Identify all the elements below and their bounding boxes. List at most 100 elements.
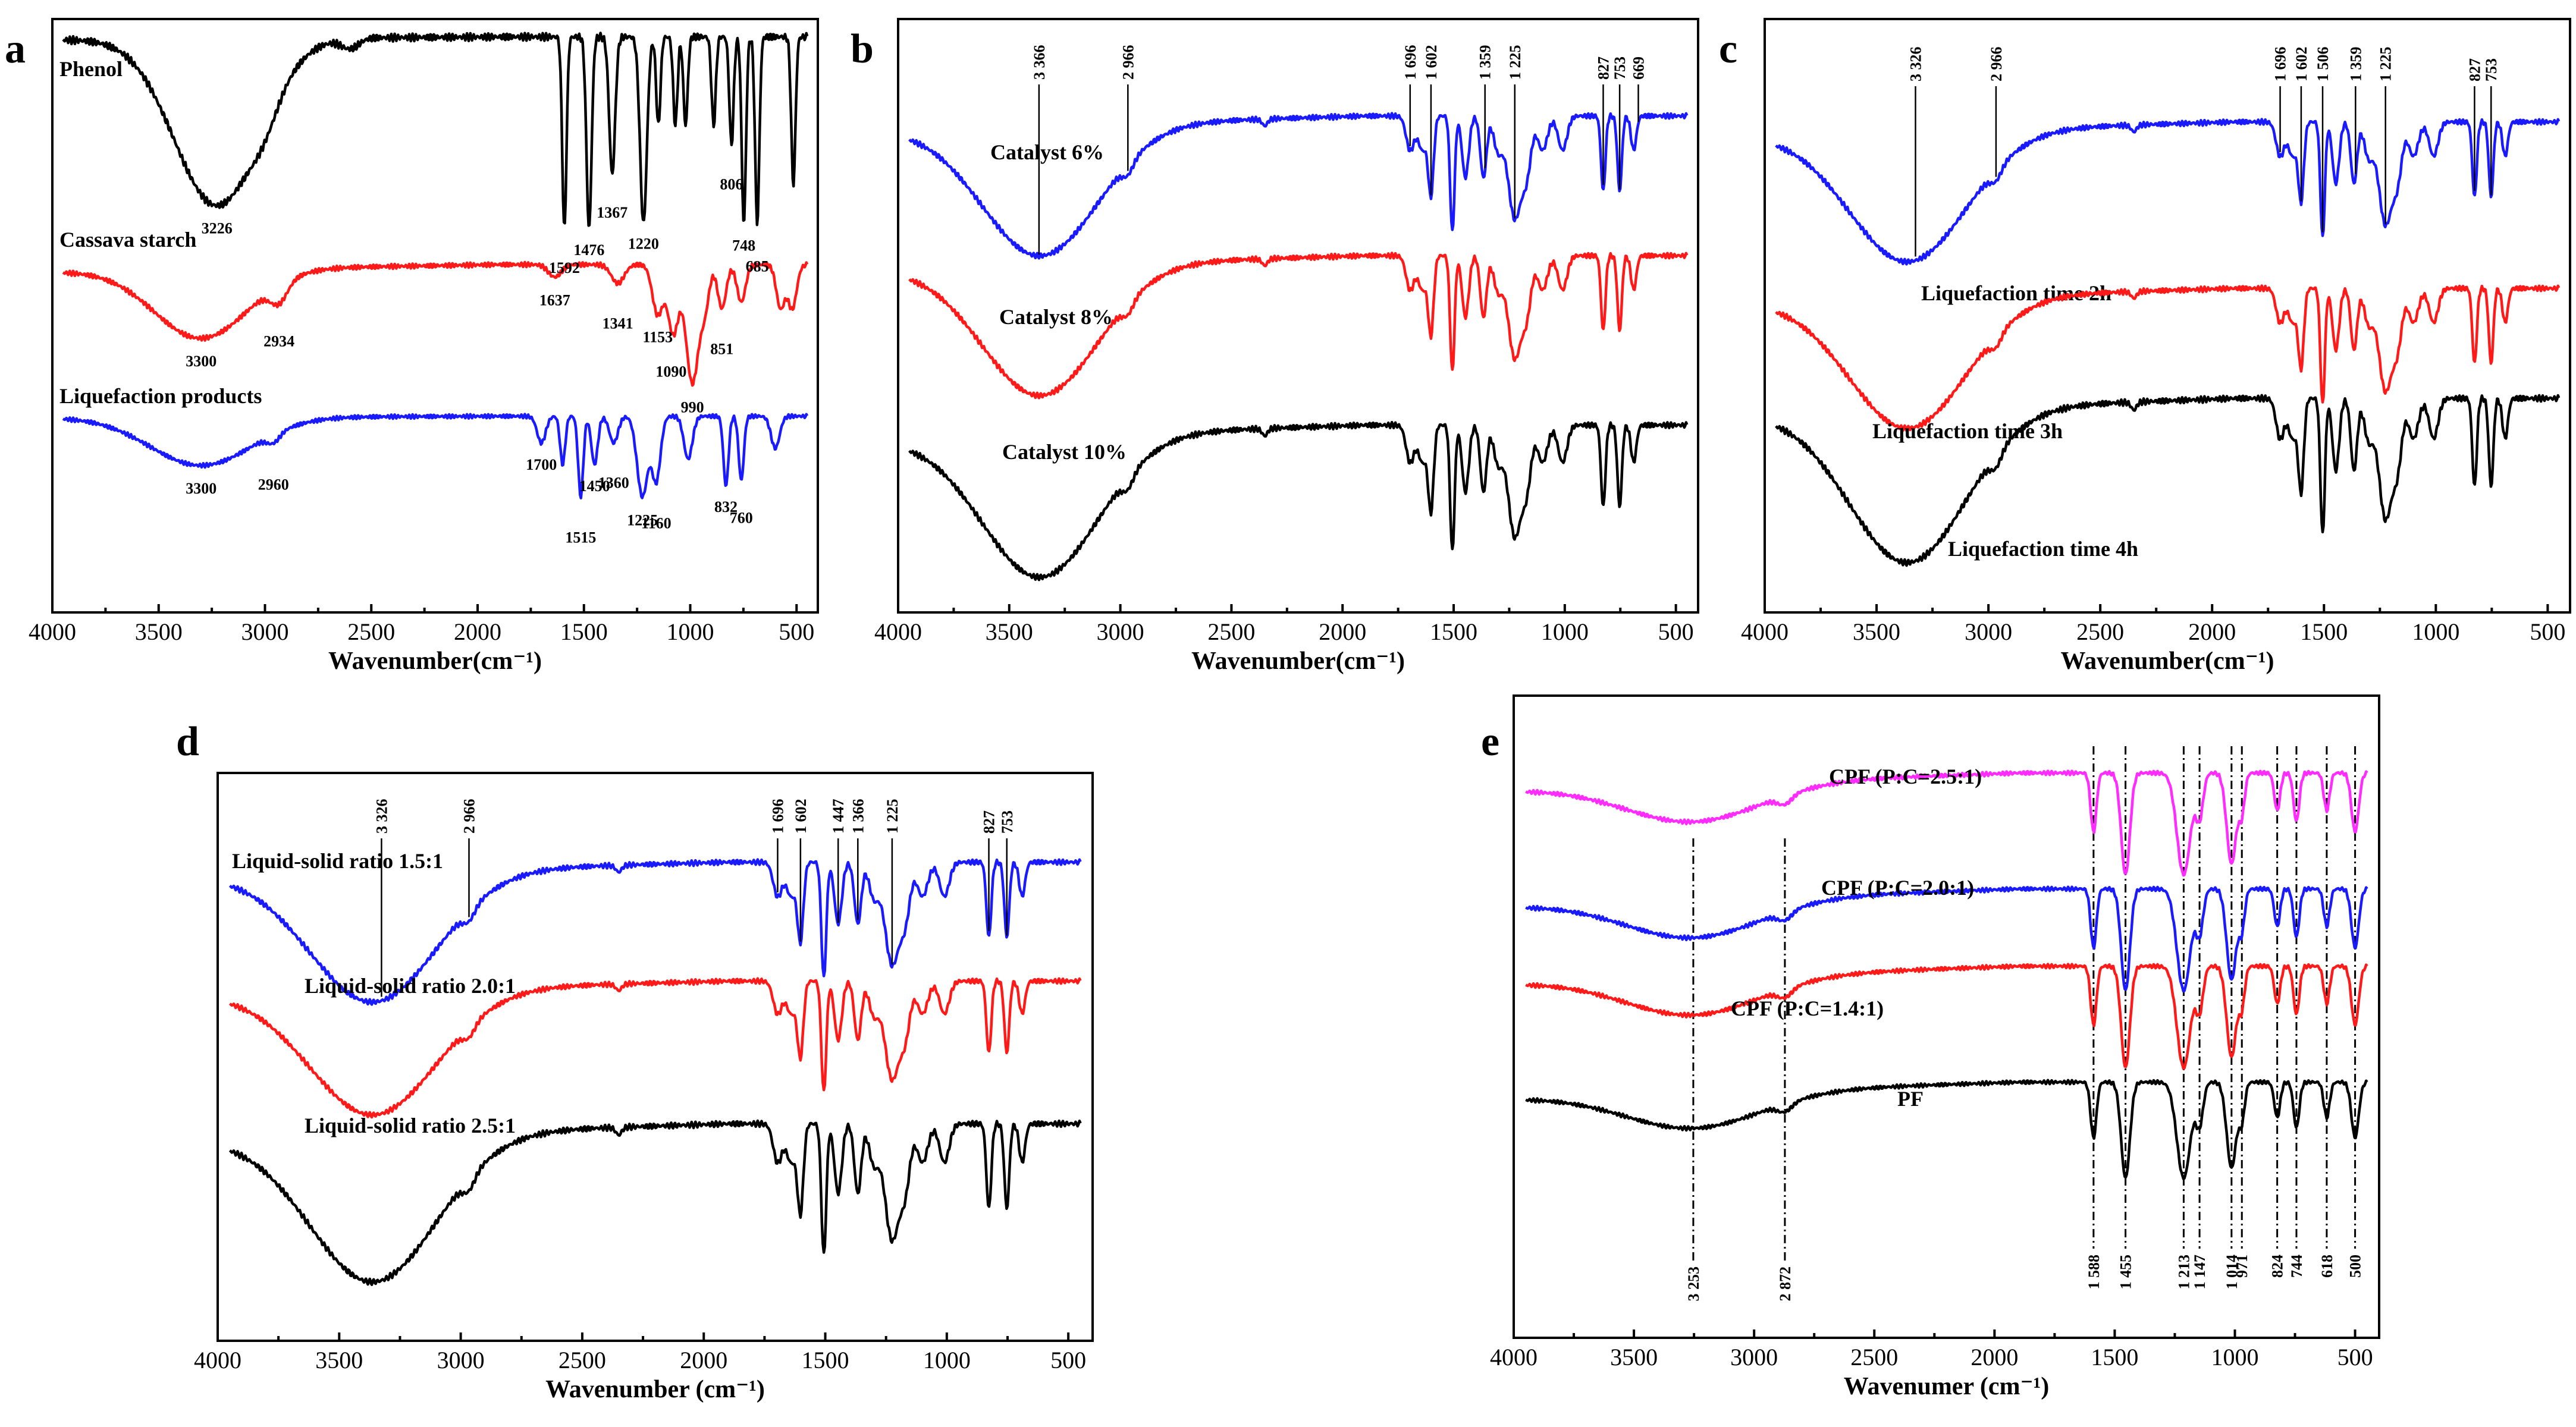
x-tick-label: 500 bbox=[779, 618, 814, 645]
peak-label: 1220 bbox=[628, 235, 659, 253]
x-tick-label: 1000 bbox=[923, 1347, 971, 1373]
spectrum-line bbox=[1525, 769, 2368, 877]
peak-label: 2 966 bbox=[1988, 47, 2005, 82]
spectrum-line bbox=[1775, 394, 2561, 567]
peak-label: 3 253 bbox=[1685, 1266, 1702, 1302]
spectrum-line bbox=[1525, 1079, 2368, 1180]
plot-frame bbox=[51, 18, 819, 614]
peak-label: 744 bbox=[2288, 1255, 2305, 1278]
peak-label: 3 326 bbox=[373, 799, 390, 834]
x-tick-label: 2500 bbox=[559, 1347, 606, 1373]
spectrum-line bbox=[228, 977, 1082, 1119]
spectrum-line bbox=[908, 112, 1689, 260]
x-tick-label: 3000 bbox=[437, 1347, 485, 1373]
peak-label: 851 bbox=[710, 341, 733, 358]
plot-frame bbox=[1764, 18, 2571, 614]
x-axis-label: Wavenumber(cm⁻¹) bbox=[2060, 648, 2274, 675]
peak-label: 1090 bbox=[655, 363, 686, 381]
series-label: Liquid-solid ratio 2.0:1 bbox=[305, 974, 516, 998]
panel-letter: c bbox=[1719, 26, 1737, 72]
peak-label: 990 bbox=[681, 398, 704, 416]
series-label: CPF (P:C=1.4:1) bbox=[1731, 997, 1884, 1020]
peak-label: 748 bbox=[732, 237, 755, 254]
panel-c: c 4000 3500 3000 2500 2000 1500 1000 500 Wavenumb… bbox=[1719, 18, 2571, 675]
plot-frame bbox=[217, 772, 1094, 1342]
peak-label: 2934 bbox=[263, 333, 294, 350]
panel-d: d 4000 3500 3000 2500 2000 1500 1000 500 Wavenumb… bbox=[176, 719, 1094, 1403]
peak-label: 806 bbox=[720, 176, 743, 193]
series-label: CPF (P:C=2.5:1) bbox=[1829, 765, 1982, 788]
panel-e: e 4000 3500 3000 2500 2000 1500 1000 500 Wavenume… bbox=[1481, 694, 2380, 1400]
spectrum-line bbox=[908, 420, 1689, 582]
series-label: Liquid-solid ratio 1.5:1 bbox=[232, 849, 443, 873]
peak-label: 1153 bbox=[643, 328, 673, 345]
peak-label: 3300 bbox=[186, 353, 217, 370]
series-label: Catalyst 6% bbox=[990, 140, 1104, 164]
spectrum-line bbox=[1775, 284, 2561, 432]
x-tick-label: 4000 bbox=[29, 618, 76, 645]
peak-label: 1 225 bbox=[2377, 47, 2395, 82]
panel-letter: d bbox=[176, 719, 199, 765]
peak-label: 3300 bbox=[186, 480, 217, 497]
x-tick-label: 1000 bbox=[667, 618, 714, 645]
series-label: Phenol bbox=[59, 57, 123, 81]
x-tick-label: 1500 bbox=[560, 618, 608, 645]
x-tick-label: 2500 bbox=[1850, 1344, 1898, 1371]
x-tick-label: 3500 bbox=[315, 1347, 363, 1373]
series-label: Catalyst 8% bbox=[999, 305, 1113, 329]
x-tick-label: 2000 bbox=[1971, 1344, 2018, 1371]
peak-label: 2 966 bbox=[461, 799, 478, 834]
peak-label: 2 966 bbox=[1119, 45, 1137, 80]
peak-label: 1515 bbox=[565, 529, 596, 546]
peak-label: 3 326 bbox=[1907, 47, 1924, 82]
peak-label: 827 bbox=[2466, 58, 2483, 81]
x-tick-label: 1500 bbox=[802, 1347, 849, 1373]
x-tick-label: 2000 bbox=[2188, 618, 2236, 645]
peak-label: 1 225 bbox=[1507, 45, 1524, 80]
x-tick-label: 500 bbox=[1658, 618, 1694, 645]
peak-label: 1 506 bbox=[2314, 47, 2332, 82]
x-tick-label: 3000 bbox=[1097, 618, 1144, 645]
series-label: Liquid-solid ratio 2.5:1 bbox=[305, 1114, 516, 1137]
spectrum-line bbox=[1775, 118, 2561, 266]
series-label: Liquefaction products bbox=[59, 384, 262, 408]
peak-label: 1 602 bbox=[1423, 45, 1440, 80]
spectrum-line bbox=[62, 260, 809, 387]
peak-label: 1 447 bbox=[830, 799, 847, 834]
panel-b: b 4000 3500 3000 2500 2000 1500 1000 500 Wavenumb… bbox=[851, 18, 1699, 675]
peak-label: 618 bbox=[2318, 1255, 2336, 1278]
x-tick-label: 2000 bbox=[680, 1347, 727, 1373]
peak-label: 1 147 bbox=[2191, 1255, 2208, 1290]
x-tick-label: 4000 bbox=[1741, 618, 1789, 645]
x-axis-label: Wavenumber (cm⁻¹) bbox=[545, 1376, 765, 1403]
peak-label: 1 014 bbox=[2223, 1255, 2241, 1290]
panel-letter: e bbox=[1481, 719, 1499, 765]
peak-label: 500 bbox=[2347, 1255, 2364, 1278]
x-tick-label: 3000 bbox=[1965, 618, 2012, 645]
series-label: Liquefaction time 4h bbox=[1948, 537, 2138, 561]
peak-label: 1 696 bbox=[2272, 47, 2289, 82]
peak-label: 827 bbox=[981, 810, 998, 834]
peak-label: 753 bbox=[2483, 58, 2500, 81]
peak-label: 1 696 bbox=[1402, 45, 1419, 80]
peak-label: 1341 bbox=[603, 315, 633, 332]
x-tick-label: 1000 bbox=[2211, 1344, 2259, 1371]
x-tick-label: 500 bbox=[2530, 618, 2565, 645]
x-tick-label: 4000 bbox=[1490, 1344, 1538, 1371]
peak-label: 1592 bbox=[549, 259, 580, 276]
x-tick-label: 1000 bbox=[1541, 618, 1589, 645]
x-tick-label: 4000 bbox=[874, 618, 922, 645]
peak-label: 1 602 bbox=[2293, 47, 2310, 82]
series-label: Catalyst 10% bbox=[1002, 440, 1127, 464]
peak-label: 824 bbox=[2269, 1255, 2286, 1278]
x-tick-label: 500 bbox=[1050, 1347, 1086, 1373]
peak-label: 669 bbox=[1630, 56, 1647, 80]
x-axis-label: Wavenumber(cm⁻¹) bbox=[328, 648, 542, 675]
x-axis-label: Wavenumber(cm⁻¹) bbox=[1191, 648, 1405, 675]
peak-label: 1160 bbox=[641, 515, 672, 532]
spectrum-line bbox=[1525, 963, 2368, 1070]
peak-label: 971 bbox=[2233, 1255, 2251, 1278]
x-axis-label: Wavenumer (cm⁻¹) bbox=[1844, 1373, 2049, 1400]
spectrum-line bbox=[228, 858, 1082, 1006]
x-tick-label: 4000 bbox=[194, 1347, 241, 1373]
